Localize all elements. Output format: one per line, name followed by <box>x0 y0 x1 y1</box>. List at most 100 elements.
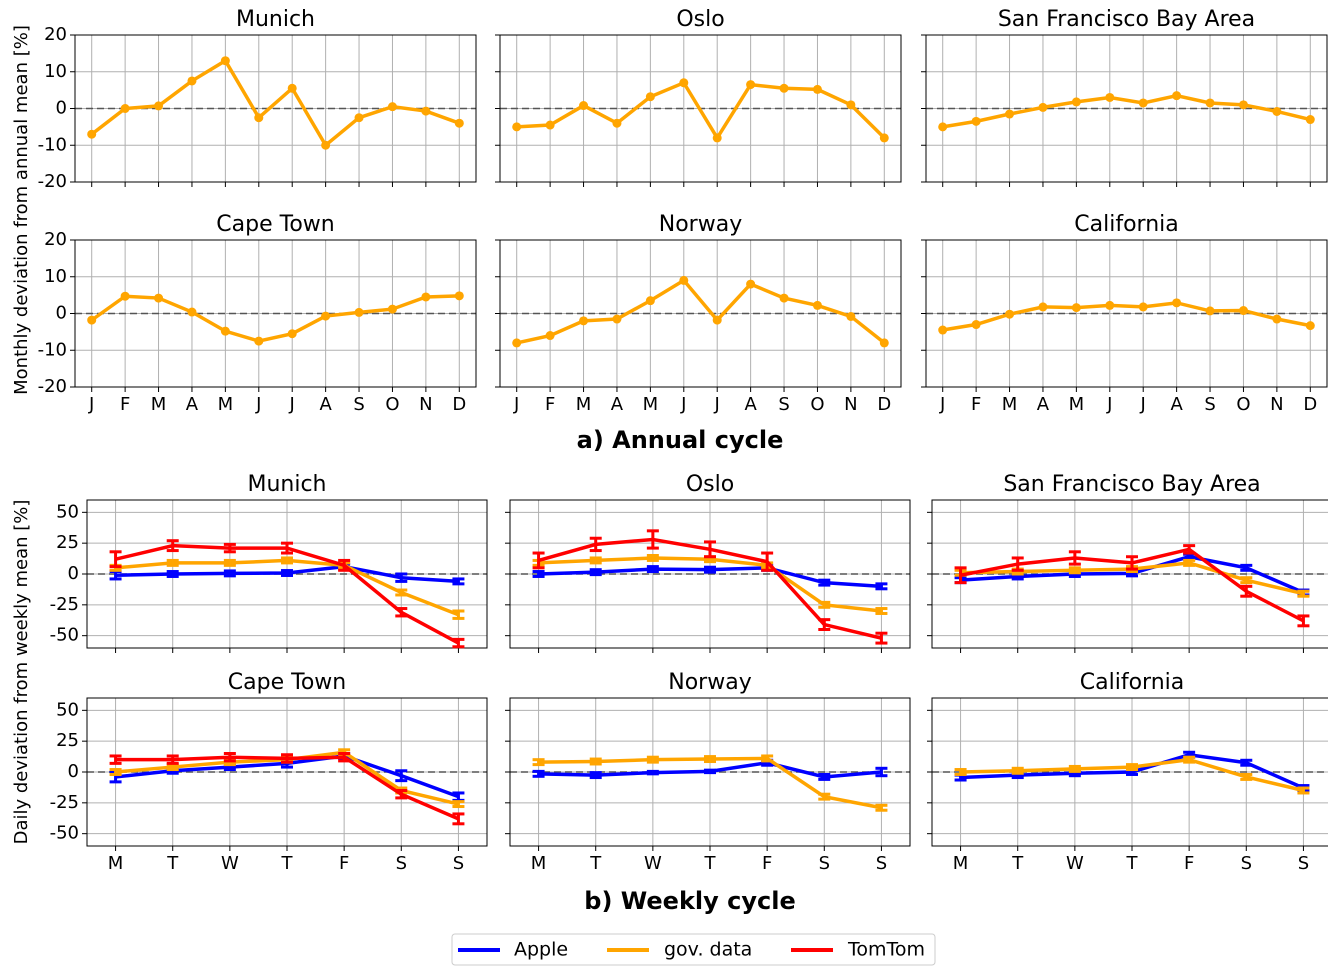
data-point <box>679 275 689 285</box>
data-point <box>1272 314 1282 324</box>
error-bar <box>589 556 602 565</box>
legend-box <box>451 933 936 966</box>
data-point <box>938 122 948 132</box>
data-point <box>645 92 655 102</box>
x-tick-label: O <box>385 394 399 415</box>
x-tick-label: S <box>876 853 887 874</box>
data-point <box>812 84 822 94</box>
plot-frame <box>499 239 902 388</box>
data-point <box>1071 97 1081 107</box>
x-tick-label: S <box>819 853 830 874</box>
x-tick-label: M <box>953 853 969 874</box>
x-tick-label: J <box>289 394 295 415</box>
error-bar <box>109 768 122 776</box>
error-bar <box>1126 763 1138 772</box>
data-line <box>90 294 460 343</box>
error-bar <box>109 754 122 765</box>
x-tick-label: S <box>1298 853 1309 874</box>
data-point <box>287 83 297 93</box>
data-point <box>421 106 431 116</box>
x-tick-label: T <box>281 853 294 874</box>
data-line <box>942 93 1311 129</box>
error-bar <box>875 607 888 615</box>
data-point <box>1305 115 1315 125</box>
error-bar <box>395 789 408 800</box>
panel-title: Cape Town <box>216 212 334 237</box>
error-bar <box>452 812 465 826</box>
y-tick-label: 0 <box>56 303 67 324</box>
x-tick-label: T <box>1126 853 1139 874</box>
panel-title: California <box>1074 212 1178 237</box>
data-point <box>154 293 164 303</box>
y-axis-label: Monthly deviation from annual mean [%] <box>11 25 32 395</box>
error-bar <box>281 753 293 764</box>
x-tick-label: W <box>1066 853 1084 874</box>
error-bar <box>223 752 236 763</box>
error-bar <box>223 569 236 578</box>
data-point <box>321 140 331 150</box>
panel-title: San Francisco Bay Area <box>998 7 1255 32</box>
x-tick-label: F <box>545 394 555 415</box>
error-bar <box>704 540 716 559</box>
error-bar <box>452 800 465 809</box>
x-tick-label: W <box>221 853 239 874</box>
x-tick-label: F <box>762 853 772 874</box>
error-bar <box>395 607 408 618</box>
data-point <box>545 331 555 341</box>
error-bar <box>281 569 293 577</box>
plot-frame <box>925 34 1328 183</box>
data-point <box>746 80 756 90</box>
data-point <box>1038 102 1048 112</box>
legend-label: gov. data <box>664 939 752 961</box>
data-point <box>779 83 789 93</box>
error-bar <box>1297 589 1310 598</box>
data-point <box>612 314 622 324</box>
data-point <box>971 320 981 330</box>
error-bar <box>818 772 831 781</box>
data-point <box>454 118 464 128</box>
error-bar <box>1068 566 1081 575</box>
error-bar <box>818 618 831 631</box>
data-point <box>1238 100 1248 110</box>
error-bar <box>532 758 545 767</box>
y-tick-label: -25 <box>50 594 79 615</box>
data-point <box>220 56 230 66</box>
error-bar <box>646 769 659 776</box>
error-bar <box>646 565 659 574</box>
error-bar <box>704 768 716 775</box>
error-bar <box>1240 576 1253 585</box>
data-point <box>779 293 789 303</box>
error-bar <box>646 755 659 764</box>
y-tick-label: -20 <box>38 171 67 192</box>
x-tick-label: A <box>744 394 757 415</box>
panel-title: Cape Town <box>228 670 346 695</box>
error-bar <box>395 572 408 583</box>
data-point <box>545 120 555 130</box>
y-tick-label: -50 <box>50 625 79 646</box>
data-point <box>154 101 164 111</box>
error-bar <box>1068 550 1081 566</box>
error-bar <box>1183 755 1196 764</box>
data-point <box>1105 300 1115 310</box>
data-point <box>454 291 464 301</box>
error-bar <box>954 768 967 776</box>
error-bar <box>532 769 545 778</box>
data-point <box>187 307 197 317</box>
x-tick-label: T <box>589 853 602 874</box>
x-tick-label: F <box>1184 853 1194 874</box>
error-bar <box>166 754 179 765</box>
x-tick-label: M <box>576 394 592 415</box>
error-bar <box>589 757 602 766</box>
panel-title: Norway <box>659 212 742 237</box>
error-bar <box>954 566 967 585</box>
data-point <box>421 292 431 302</box>
x-tick-label: N <box>844 394 857 415</box>
error-bar <box>223 558 236 567</box>
x-tick-label: S <box>778 394 789 415</box>
x-tick-label: A <box>1170 394 1183 415</box>
error-bar <box>223 542 236 554</box>
section-title: b) Weekly cycle <box>584 887 795 915</box>
error-bar <box>875 766 888 778</box>
y-tick-label: 25 <box>56 532 79 553</box>
data-point <box>87 315 97 325</box>
